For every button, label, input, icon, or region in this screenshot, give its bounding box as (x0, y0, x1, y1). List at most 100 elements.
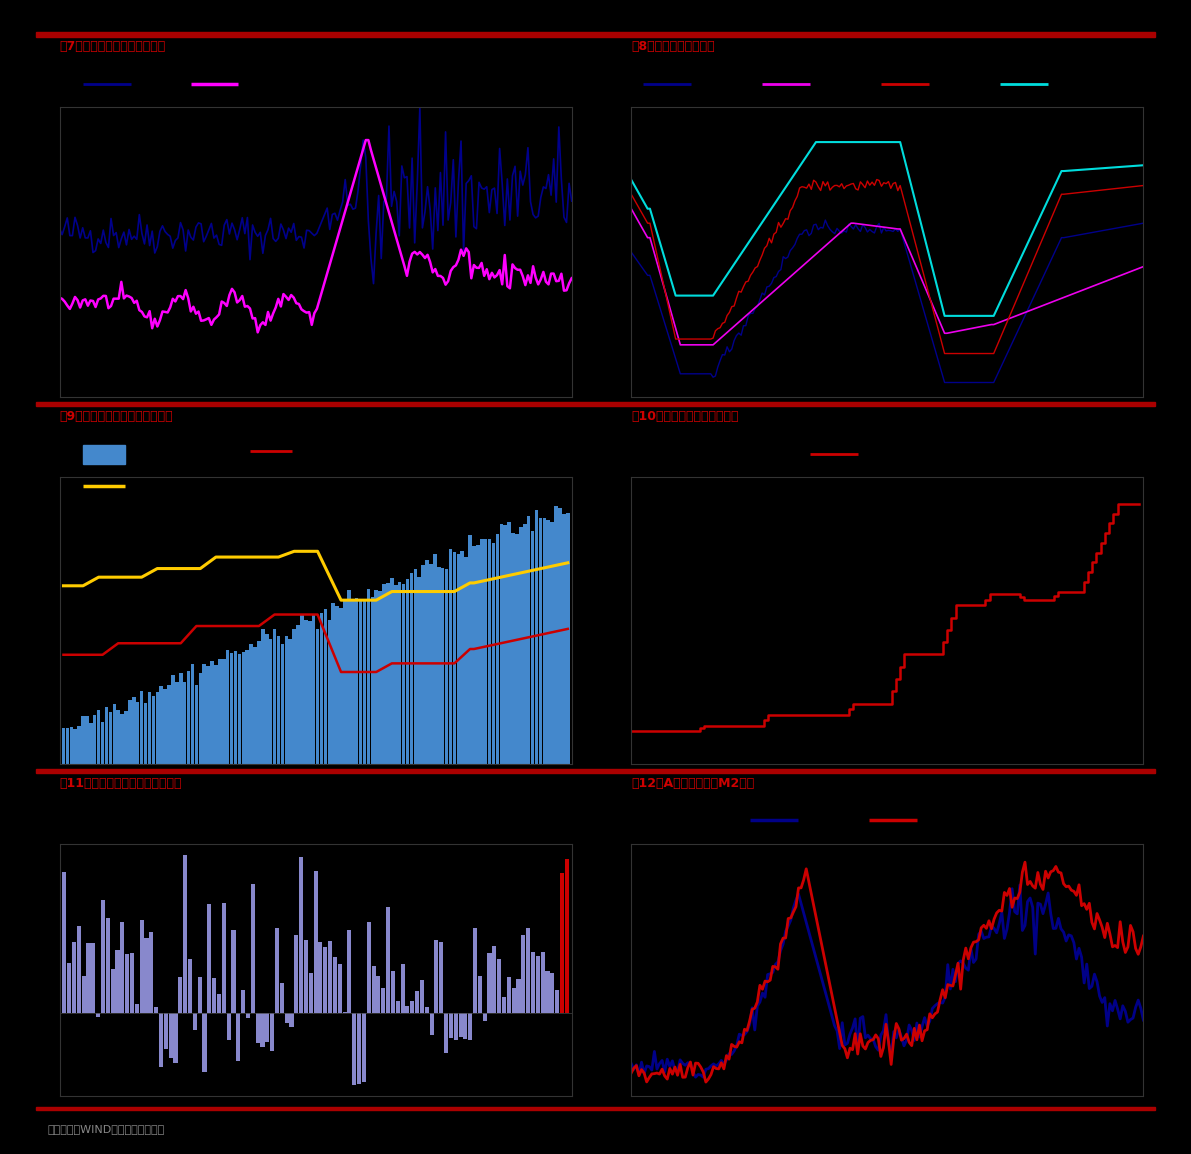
Bar (86, 717, 88, 764)
Bar (497, 959, 501, 1013)
Bar (82, 976, 86, 1013)
Text: 图11：央行操作净投放量（亿元）: 图11：央行操作净投放量（亿元） (60, 777, 182, 789)
Bar (202, 1013, 206, 1072)
Bar (492, 542, 495, 764)
Bar (207, 905, 211, 1013)
Text: 图9：一年期存款利率及储蓄余额: 图9：一年期存款利率及储蓄余额 (60, 410, 173, 422)
Bar (463, 1013, 467, 1039)
Bar (348, 930, 351, 1013)
Bar (535, 510, 538, 764)
Bar (281, 644, 285, 764)
Bar (545, 972, 549, 1013)
Bar (413, 569, 417, 764)
Bar (93, 715, 96, 764)
Bar (437, 567, 441, 764)
Bar (425, 560, 429, 764)
Bar (519, 527, 523, 764)
Bar (71, 942, 76, 1013)
Bar (391, 972, 395, 1013)
Bar (376, 976, 380, 1013)
Bar (516, 533, 519, 764)
Bar (217, 995, 222, 1013)
Bar (148, 691, 151, 764)
Bar (294, 936, 298, 1013)
Bar (299, 857, 304, 1013)
Bar (394, 585, 398, 764)
Bar (459, 1013, 462, 1037)
Bar (312, 614, 316, 764)
Bar (285, 636, 288, 764)
Bar (418, 577, 420, 764)
Bar (144, 938, 149, 1013)
Bar (245, 651, 249, 764)
Bar (547, 519, 550, 764)
Bar (231, 930, 236, 1013)
Bar (372, 966, 375, 1013)
Bar (135, 1004, 139, 1013)
Bar (280, 983, 283, 1013)
Bar (541, 952, 544, 1013)
Bar (199, 673, 202, 764)
Bar (400, 964, 405, 1013)
Bar (430, 1013, 434, 1035)
Bar (202, 664, 206, 764)
Bar (289, 1013, 293, 1027)
Bar (69, 727, 73, 764)
Bar (386, 583, 389, 764)
Bar (425, 1007, 429, 1013)
Bar (543, 518, 545, 764)
Bar (193, 1013, 197, 1031)
Bar (304, 941, 308, 1013)
Bar (96, 1013, 100, 1017)
Text: 数据来源：WIND，东方证券研究所: 数据来源：WIND，东方证券研究所 (48, 1124, 164, 1133)
Bar (414, 991, 419, 1013)
Bar (154, 1007, 158, 1013)
Bar (328, 941, 332, 1013)
Bar (158, 1013, 163, 1066)
Bar (484, 539, 487, 764)
Bar (139, 920, 144, 1013)
Bar (488, 539, 492, 764)
Bar (339, 608, 343, 764)
Bar (67, 962, 71, 1013)
Bar (139, 691, 143, 764)
Bar (511, 533, 515, 764)
Bar (478, 976, 482, 1013)
Bar (132, 697, 136, 764)
Bar (449, 1013, 453, 1039)
Bar (336, 606, 339, 764)
Bar (323, 947, 328, 1013)
Bar (482, 1013, 487, 1021)
Bar (66, 728, 69, 764)
Bar (554, 505, 557, 764)
Bar (275, 928, 279, 1013)
Bar (504, 525, 507, 764)
Bar (318, 942, 323, 1013)
Bar (285, 1013, 288, 1024)
Bar (172, 675, 175, 764)
Bar (270, 1013, 274, 1050)
Bar (395, 1001, 400, 1013)
Bar (156, 691, 160, 764)
Bar (536, 956, 540, 1013)
Bar (338, 965, 342, 1013)
Bar (429, 564, 432, 764)
Bar (313, 871, 318, 1013)
Bar (77, 726, 81, 764)
Bar (358, 600, 362, 764)
Bar (319, 614, 323, 764)
Bar (401, 584, 405, 764)
Bar (381, 988, 386, 1013)
Bar (370, 597, 374, 764)
Bar (242, 652, 245, 764)
Bar (256, 1013, 260, 1043)
Bar (226, 1013, 231, 1040)
Bar (144, 703, 148, 764)
Bar (434, 554, 437, 764)
Bar (230, 653, 233, 764)
Bar (101, 721, 105, 764)
Bar (273, 629, 276, 764)
Bar (453, 552, 456, 764)
Bar (464, 557, 468, 764)
Bar (531, 952, 535, 1013)
